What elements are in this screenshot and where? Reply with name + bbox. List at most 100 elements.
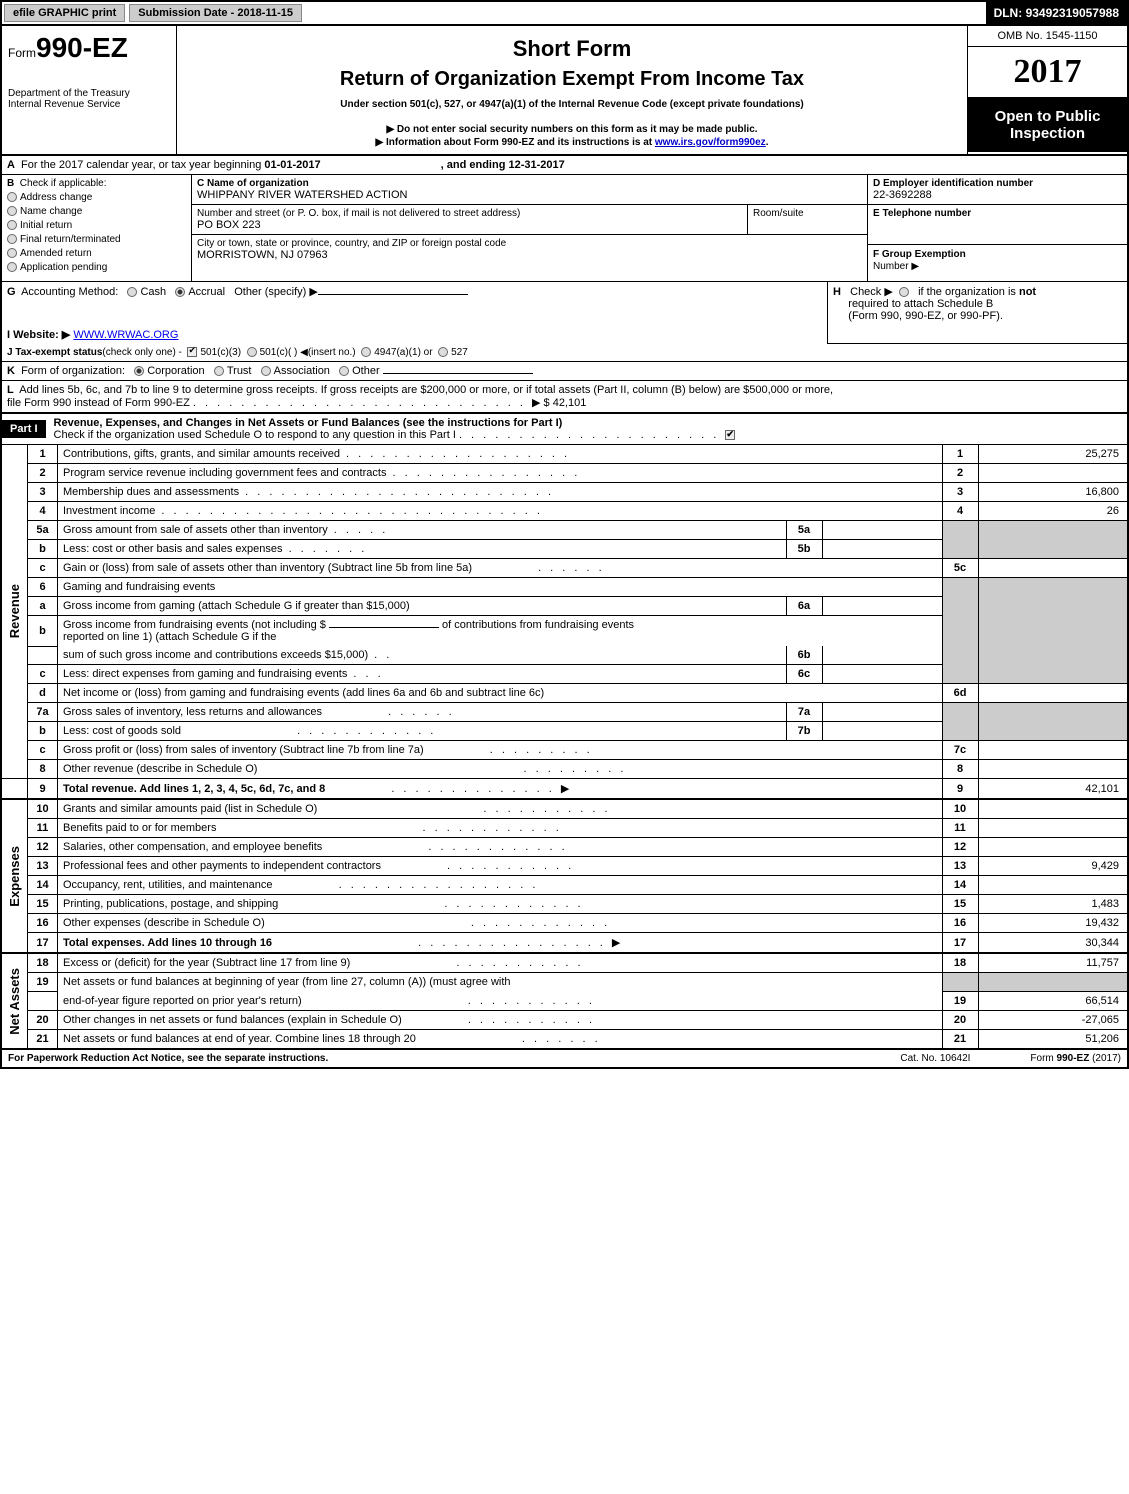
opt-initial-return: Initial return <box>20 220 72 231</box>
row-l21: 21 Net assets or fund balances at end of… <box>1 1030 1128 1050</box>
org-trust[interactable] <box>214 366 224 376</box>
l3-val: 16,800 <box>978 483 1128 502</box>
opt-name-change: Name change <box>20 206 82 217</box>
l6a-num: a <box>28 597 58 616</box>
opt-501c: 501(c)( ) ◀(insert no.) <box>260 347 356 358</box>
row-l7c: c Gross profit or (loss) from sales of i… <box>1 741 1128 760</box>
efile-print-button[interactable]: efile GRAPHIC print <box>4 4 125 22</box>
l6b-text1: Gross income from fundraising events (no… <box>58 616 943 647</box>
dept-treasury: Department of the Treasury <box>8 88 170 99</box>
row-l6: 6 Gaming and fundraising events <box>1 578 1128 597</box>
status-4947[interactable] <box>361 347 371 357</box>
part-i-header: Part I Revenue, Expenses, and Changes in… <box>0 414 1129 445</box>
ein-label: D Employer identification number <box>873 178 1122 189</box>
line-i-label: I Website: ▶ <box>7 329 70 341</box>
l20-rn: 20 <box>942 1011 978 1030</box>
check-final-return[interactable] <box>7 234 17 244</box>
l6b-amount-field[interactable] <box>329 627 439 628</box>
dln: DLN: 93492319057988 <box>986 2 1127 24</box>
l18-rn: 18 <box>942 953 978 973</box>
l8-val <box>978 760 1128 779</box>
org-name: WHIPPANY RIVER WATERSHED ACTION <box>197 189 862 201</box>
line-a-mid: , and ending <box>441 159 509 171</box>
l16-rn: 16 <box>942 914 978 933</box>
opt-501c3: 501(c)(3) <box>200 347 241 358</box>
title-h1: Short Form <box>183 36 961 62</box>
org-association[interactable] <box>261 366 271 376</box>
opt-final-return: Final return/terminated <box>20 234 121 245</box>
l6c-num: c <box>28 665 58 684</box>
row-l20: 20 Other changes in net assets or fund b… <box>1 1011 1128 1030</box>
l16-val: 19,432 <box>978 914 1128 933</box>
l4-rn: 4 <box>942 502 978 521</box>
l13-rn: 13 <box>942 857 978 876</box>
org-other[interactable] <box>339 366 349 376</box>
l5a-mv <box>822 521 942 540</box>
l7a-text: Gross sales of inventory, less returns a… <box>58 703 787 722</box>
side-netassets-text: Net Assets <box>7 968 22 1035</box>
opt-amended-return: Amended return <box>20 248 92 259</box>
org-other-field[interactable] <box>383 373 533 374</box>
status-527[interactable] <box>438 347 448 357</box>
website-link[interactable]: WWW.WRWAC.ORG <box>73 329 178 341</box>
l1-num: 1 <box>28 445 58 464</box>
check-amended-return[interactable] <box>7 248 17 258</box>
accounting-other-field[interactable] <box>318 294 468 295</box>
row-l9: 9 Total revenue. Add lines 1, 2, 3, 4, 5… <box>1 779 1128 800</box>
line-l-label: L <box>7 384 14 396</box>
line-h-t2: if the organization is <box>918 286 1019 298</box>
line-g-label: G <box>7 286 16 298</box>
l7b-text: Less: cost of goods sold . . . . . . . .… <box>58 722 787 741</box>
l15-val: 1,483 <box>978 895 1128 914</box>
l10-num: 10 <box>28 799 58 819</box>
l6b-text4: sum of such gross income and contributio… <box>58 646 787 665</box>
line-a-begin: 01-01-2017 <box>264 159 320 171</box>
line-a: A For the 2017 calendar year, or tax yea… <box>0 156 1129 175</box>
footer-left: For Paperwork Reduction Act Notice, see … <box>8 1053 328 1064</box>
l9-val: 42,101 <box>978 779 1128 800</box>
row-l19-2: end-of-year figure reported on prior yea… <box>1 992 1128 1011</box>
l1-val: 25,275 <box>978 445 1128 464</box>
line-l-amount: ▶ $ 42,101 <box>532 397 586 409</box>
line-b-text: Check if applicable: <box>20 178 107 189</box>
check-application-pending[interactable] <box>7 262 17 272</box>
side-revenue: Revenue <box>1 445 28 779</box>
line-a-text: For the 2017 calendar year, or tax year … <box>21 159 264 171</box>
l7b-num: b <box>28 722 58 741</box>
line-j-label: J Tax-exempt status <box>7 347 102 358</box>
l6a-text: Gross income from gaming (attach Schedul… <box>58 597 787 616</box>
part-i-checknote: Check if the organization used Schedule … <box>54 429 456 441</box>
check-address-change[interactable] <box>7 192 17 202</box>
form990ez-link[interactable]: www.irs.gov/form990ez <box>655 137 766 148</box>
opt-other: Other (specify) ▶ <box>234 286 318 298</box>
l12-val <box>978 838 1128 857</box>
row-l14: 14 Occupancy, rent, utilities, and maint… <box>1 876 1128 895</box>
schedule-b-not-required[interactable] <box>899 287 909 297</box>
accounting-accrual[interactable] <box>175 287 185 297</box>
title-h2: Return of Organization Exempt From Incom… <box>183 68 961 91</box>
org-corporation[interactable] <box>134 366 144 376</box>
l14-val <box>978 876 1128 895</box>
accounting-cash[interactable] <box>127 287 137 297</box>
l7c-num: c <box>28 741 58 760</box>
l9-text: Total revenue. Add lines 1, 2, 3, 4, 5c,… <box>58 779 943 800</box>
status-501c[interactable] <box>247 347 257 357</box>
l7b-mn: 7b <box>786 722 822 741</box>
l20-num: 20 <box>28 1011 58 1030</box>
l19-text2: end-of-year figure reported on prior yea… <box>58 992 943 1011</box>
line-i: I Website: ▶ WWW.WRWAC.ORG <box>0 325 1129 344</box>
side-expenses: Expenses <box>1 799 28 953</box>
row-l8: 8 Other revenue (describe in Schedule O)… <box>1 760 1128 779</box>
l15-text: Printing, publications, postage, and shi… <box>58 895 943 914</box>
schedule-o-check[interactable] <box>725 430 735 440</box>
l20-text: Other changes in net assets or fund bala… <box>58 1011 943 1030</box>
check-name-change[interactable] <box>7 206 17 216</box>
row-l4: 4 Investment income . . . . . . . . . . … <box>1 502 1128 521</box>
opt-4947: 4947(a)(1) or <box>374 347 432 358</box>
city-label: City or town, state or province, country… <box>197 238 862 249</box>
check-initial-return[interactable] <box>7 220 17 230</box>
status-501c3[interactable] <box>187 347 197 357</box>
l11-text: Benefits paid to or for members . . . . … <box>58 819 943 838</box>
l19-num: 19 <box>28 973 58 992</box>
l19-rn: 19 <box>942 992 978 1011</box>
